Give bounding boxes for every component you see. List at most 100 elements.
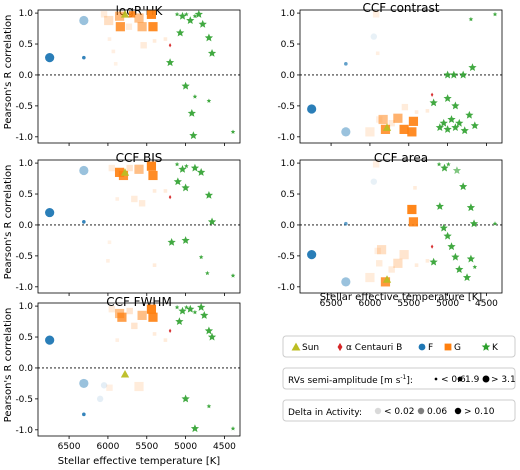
data-point [198,19,207,28]
legend-marker-circle [418,343,426,351]
x-tick-label: 6000 [358,299,381,309]
legend-label: G [454,343,461,353]
x-tick-label: 4500 [213,442,236,452]
x-axis-label: Stellar effective temperature [K] [58,456,221,467]
data-point [189,131,198,140]
legend-box-groups [282,335,516,358]
data-point [152,189,157,193]
data-point [492,11,498,17]
data-point [131,195,138,203]
data-point [462,273,472,282]
legend-label: Sun [302,343,319,353]
y-axis-label: Pearson's R correlation [3,308,14,423]
legend-box-activity [282,399,516,422]
data-point [137,310,147,320]
data-point [207,48,217,57]
data-point [469,219,479,228]
legend-rv-title-end: ]: [406,376,413,386]
data-point [449,70,458,79]
data-point [230,426,236,431]
data-point [168,43,172,48]
data-point [204,33,214,42]
panel-axes: 1.0 0.5 0.0 -0.5 -1.0 6500 6000 5500 5000 4500 [277,159,503,309]
data-point [104,15,114,26]
axes-frame [37,9,241,144]
data-point [460,126,469,135]
data-point [115,197,120,201]
legend-label: α Centauri B [346,343,402,353]
data-point [126,164,133,172]
data-point [45,207,55,218]
data-point [117,312,127,322]
data-point [430,244,434,249]
legend-rv-sizes: < 0.6 1.9 > 3.1 [434,375,516,385]
data-point [388,120,395,127]
y-tick-label: 0.5 [281,190,295,200]
data-point [407,204,417,215]
data-point [163,338,168,342]
legend-marker-diamond [337,342,343,352]
data-point [451,123,460,132]
panel-title: CCF contrast [363,1,440,15]
data-point [178,11,187,20]
y-axis-label: Pearson's R correlation [3,165,14,280]
legend-activity-title: Delta in Activity: [288,408,362,418]
data-point [174,161,180,167]
data-point [466,203,476,212]
data-point [120,369,130,378]
y-tick-label: -1.0 [277,133,295,143]
data-point [378,114,388,125]
panel-marks [300,161,502,287]
data-point [430,92,434,97]
data-point [429,98,438,107]
data-point [374,247,381,255]
data-point [152,332,157,336]
legend-rv-label: < 0.6 [441,375,466,385]
data-point [115,338,120,342]
data-point [197,303,206,311]
y-tick-label: -1.0 [15,133,33,143]
y-tick-label: 0.5 [19,190,33,200]
data-point [492,221,498,226]
data-point [197,168,206,176]
data-point [408,116,419,126]
panel-axes: 1.0 0.5 0.0 -0.5 -1.0 [277,9,503,146]
data-point [178,306,187,315]
data-point [106,259,110,263]
y-tick-label: -0.5 [277,102,295,112]
data-point [174,304,180,310]
data-point [230,273,236,278]
panel-axes: 1.0 0.5 0.0 -0.5 -1.0 [15,159,241,296]
data-point [459,182,468,191]
y-tick-label: 0.0 [281,221,296,231]
panel-marks [300,11,502,137]
y-tick-label: 0.0 [19,364,34,374]
data-point [207,217,217,226]
panel-axes: 1.0 0.5 0.0 -0.5 -1.0 [15,9,241,146]
y-tick-label: -1.0 [277,283,295,293]
data-point [399,250,409,260]
legend-marker-square [444,343,452,351]
data-point [408,217,419,227]
data-point [455,118,464,127]
data-point [466,254,476,263]
data-point [436,161,442,167]
data-point [443,231,452,240]
data-point [230,129,236,134]
data-point [365,127,375,137]
data-point [146,161,157,171]
x-tick-label: 6000 [96,442,119,452]
legend-rv-title-sup: -1 [400,374,406,381]
data-point [376,245,387,255]
data-point [107,240,112,245]
data-point [344,62,348,66]
y-tick-label: -0.5 [15,252,33,262]
data-point [429,257,438,266]
legend-rv-marker [434,377,438,381]
data-point [120,168,130,176]
data-point [134,381,144,392]
data-point [128,11,136,18]
data-point [370,33,378,40]
data-point [45,53,55,63]
data-point [401,103,409,111]
